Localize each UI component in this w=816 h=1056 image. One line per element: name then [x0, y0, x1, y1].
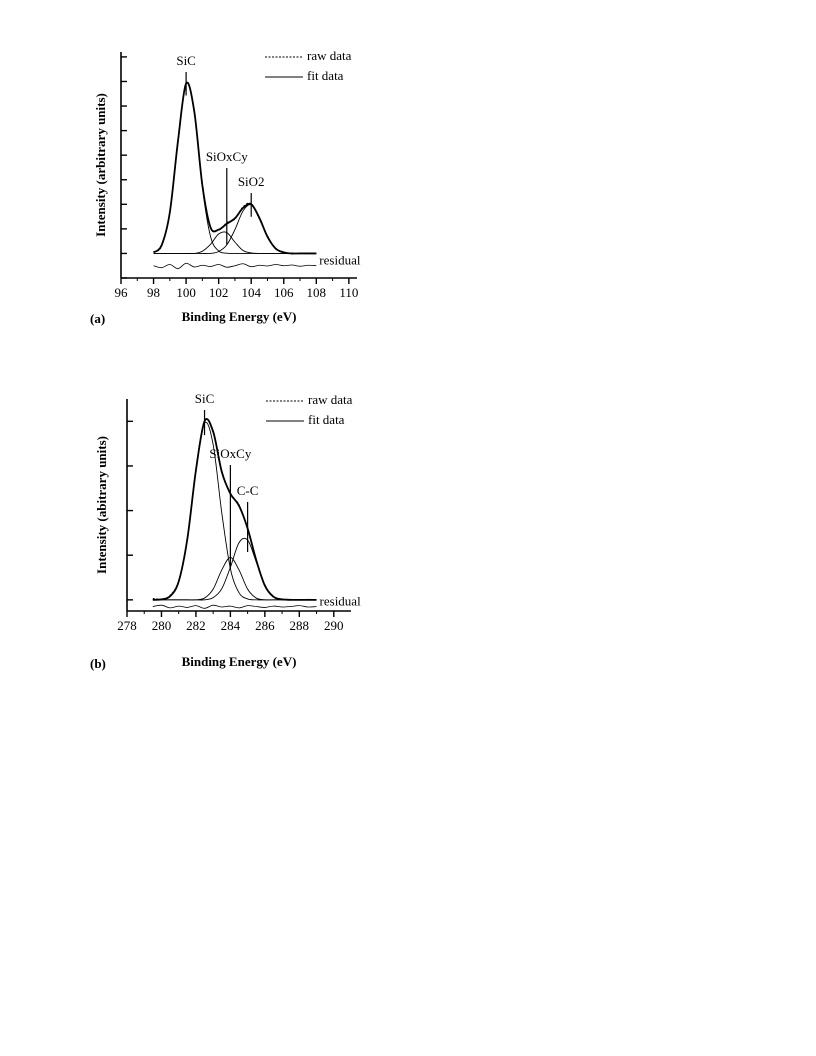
series-line — [153, 81, 317, 255]
x-tick-label: 284 — [221, 618, 241, 633]
legend-label: fit data — [308, 412, 345, 427]
x-tick-label: 96 — [115, 285, 129, 300]
y-axis-title: Intensity (arbitrary units) — [93, 93, 108, 237]
peak-label: SiC — [195, 391, 215, 406]
peak-label: SiOxCy — [209, 446, 251, 461]
peak-label: SiOxCy — [206, 149, 248, 164]
residual-label: residual — [319, 253, 361, 268]
x-tick-label: 108 — [307, 285, 327, 300]
peak-label: SiC — [176, 53, 196, 68]
x-tick-label: 290 — [324, 618, 344, 633]
x-tick-label: 106 — [274, 285, 294, 300]
residual-line — [152, 604, 317, 609]
chart: 96 98 100 102 104 106 108 110 Binding Energy (eV… — [90, 48, 361, 326]
x-tick-label: 288 — [290, 618, 310, 633]
component-curve — [153, 231, 317, 255]
x-tick-label: 286 — [255, 618, 275, 633]
x-axis-title: Binding Energy (eV) — [182, 654, 297, 669]
x-tick-label: 282 — [186, 618, 206, 633]
x-tick-label: 280 — [152, 618, 172, 633]
x-tick-label: 102 — [209, 285, 229, 300]
x-tick-label: 100 — [176, 285, 196, 300]
legend-label: raw data — [308, 392, 353, 407]
legend-label: raw data — [307, 48, 352, 63]
x-tick-label: 104 — [241, 285, 261, 300]
panel-label: (a) — [90, 311, 105, 326]
series-line — [152, 418, 317, 601]
component-curve — [152, 556, 317, 601]
x-tick-label: 110 — [339, 285, 358, 300]
component-curve — [153, 82, 317, 254]
legend-label: fit data — [307, 68, 344, 83]
chart: 278 280 282 284 286 288 290 Binding Energy (eV)… — [90, 391, 361, 671]
peak-label: C-C — [237, 483, 259, 498]
component-curve — [152, 537, 317, 601]
x-axis-title: Binding Energy (eV) — [182, 309, 297, 324]
panel-label: (b) — [90, 656, 106, 671]
component-curve — [153, 204, 317, 255]
y-axis-title: Intensity (abitrary units) — [94, 436, 109, 574]
series-line — [152, 81, 317, 255]
x-tick-label: 278 — [117, 618, 137, 633]
residual-line — [153, 262, 317, 270]
x-tick-label: 98 — [147, 285, 160, 300]
peak-label: SiO2 — [238, 174, 265, 189]
residual-label: residual — [320, 594, 362, 609]
